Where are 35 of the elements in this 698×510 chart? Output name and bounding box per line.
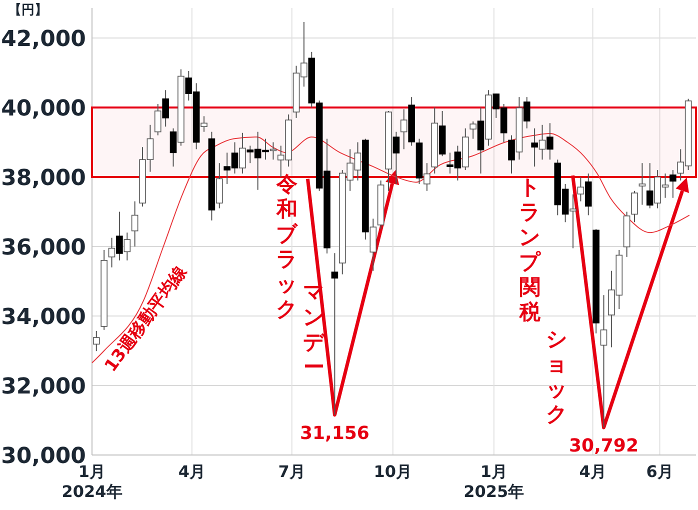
candlestick: [570, 194, 576, 249]
candlestick: [470, 120, 476, 140]
candlestick: [131, 200, 138, 247]
x-tick-label: 6月: [646, 462, 674, 481]
candlestick: [577, 176, 584, 202]
candlestick: [108, 237, 116, 268]
candlestick: [124, 232, 131, 261]
candlestick: [424, 162, 430, 192]
x-tick-label: 7月: [278, 462, 306, 481]
annotation: 13週移動平均線: [100, 262, 192, 376]
candlestick: [631, 190, 638, 223]
y-tick-label: 34,000: [1, 304, 86, 330]
annotation: 30,792: [569, 435, 638, 456]
y-tick-label: 40,000: [1, 96, 86, 122]
candlestick: [154, 104, 162, 136]
candlestick: [239, 132, 246, 174]
candlestick: [331, 252, 338, 416]
x-tick-label: 4月: [178, 462, 206, 481]
x-tick-label: 4月: [579, 462, 606, 481]
candlestick: [538, 124, 546, 160]
y-tick-label: 42,000: [1, 26, 86, 52]
y-axis-title: 【円】: [8, 2, 48, 18]
x-tick-label: 10月: [374, 462, 412, 481]
annotation: 31,156: [300, 422, 370, 444]
y-tick-label: 32,000: [1, 374, 86, 400]
x-tick-label: 1月 2025年: [464, 462, 524, 501]
candlestick: [600, 294, 608, 428]
y-tick-label: 36,000: [1, 235, 86, 260]
candlestick: [92, 330, 100, 352]
candlestick: [638, 162, 646, 206]
text: トランプ関税ショック: [519, 175, 568, 426]
candlestick: [400, 108, 408, 150]
y-tick-label: 38,000: [1, 166, 86, 191]
candlestick: [670, 170, 676, 198]
candlestick: [200, 116, 208, 132]
